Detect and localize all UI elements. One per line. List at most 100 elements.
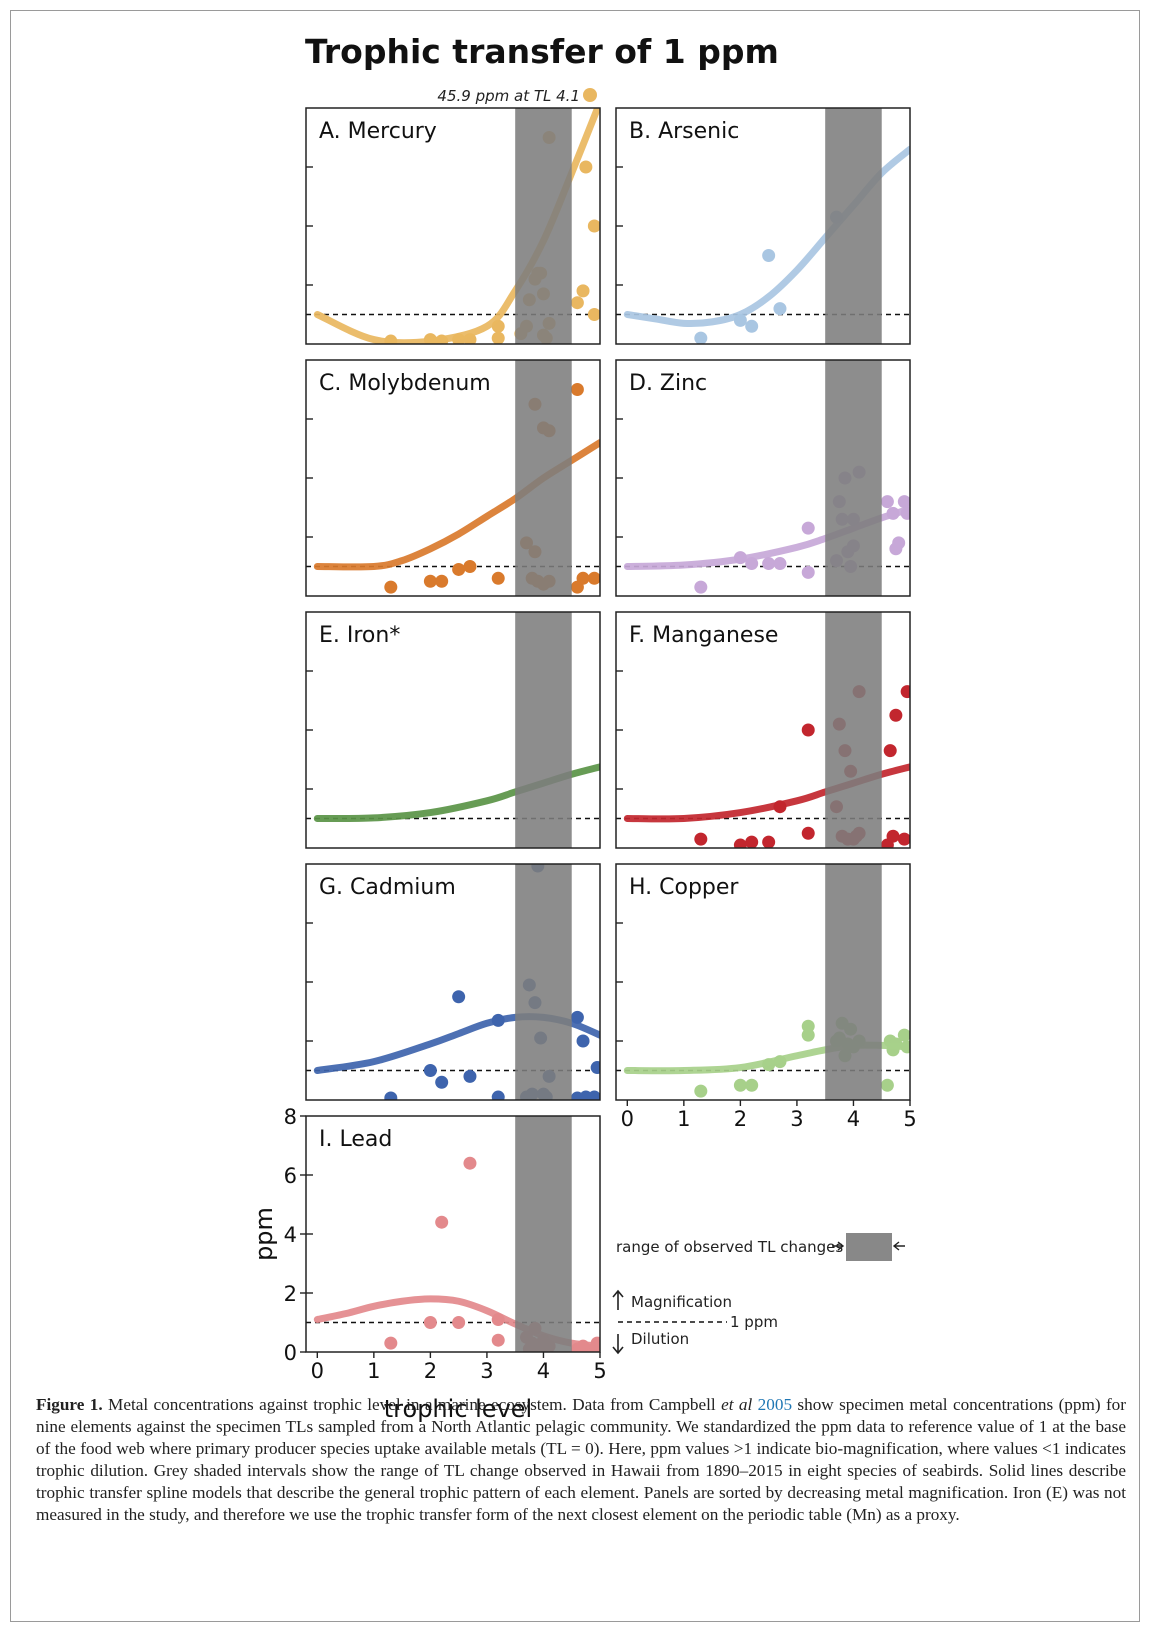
data-point — [897, 1028, 910, 1042]
tl-change-band — [515, 864, 572, 1100]
x-tick-label: 0 — [311, 1359, 324, 1383]
data-point — [886, 829, 900, 843]
legend-dilution: Dilution — [631, 1330, 689, 1348]
panel-title: A. Mercury — [319, 119, 437, 144]
data-point — [694, 580, 708, 594]
data-point — [745, 1078, 759, 1092]
figure-caption: Figure 1. Metal concentrations against t… — [36, 1394, 1126, 1526]
data-point — [435, 1215, 449, 1229]
figure-title: Trophic transfer of 1 ppm — [305, 32, 779, 71]
x-axis-label: trophic level — [384, 1395, 532, 1423]
data-point — [762, 249, 776, 262]
panel-plot-area — [306, 864, 600, 1100]
x-tick-label: 1 — [677, 1107, 690, 1131]
x-tick-label: 5 — [593, 1359, 606, 1383]
caption-year-link[interactable]: 2005 — [757, 1395, 793, 1414]
data-point — [587, 1090, 600, 1100]
data-point — [889, 708, 903, 722]
panel-plot-area — [616, 360, 910, 596]
panel-1: A. Mercury — [305, 107, 601, 345]
data-point — [900, 685, 910, 699]
legend-range-box — [846, 1233, 892, 1261]
panel-plot-area — [306, 108, 600, 344]
legend-range-label: range of observed TL changes — [616, 1238, 843, 1256]
data-point — [570, 296, 584, 310]
x-tick-label: 3 — [790, 1107, 803, 1131]
panel-title: B. Arsenic — [629, 119, 739, 144]
panel-plot-area — [616, 864, 910, 1100]
x-tick-label: 2 — [424, 1359, 437, 1383]
data-point — [801, 1019, 815, 1033]
data-point — [579, 160, 593, 174]
y-tick-label: 2 — [284, 1282, 297, 1306]
legend-down-arrow — [612, 1334, 624, 1355]
y-tick-label: 0 — [284, 1341, 297, 1365]
data-point — [423, 1064, 437, 1077]
data-point — [491, 571, 505, 585]
data-point — [694, 331, 708, 344]
data-point — [384, 1091, 398, 1100]
data-point — [773, 302, 787, 316]
caption-label: Figure 1. — [36, 1395, 103, 1414]
data-point — [491, 1090, 505, 1100]
data-point — [733, 838, 747, 848]
panel-title: C. Molybdenum — [319, 371, 491, 396]
legend-up-arrow — [612, 1289, 624, 1310]
data-point — [897, 832, 910, 846]
data-point — [435, 1075, 449, 1089]
panel-plot-area — [616, 612, 910, 848]
data-point — [745, 835, 759, 848]
data-point — [423, 574, 437, 588]
data-point — [773, 557, 787, 571]
panel-title: D. Zinc — [629, 371, 707, 396]
data-point — [801, 521, 815, 535]
data-point — [463, 1156, 477, 1170]
panel-3: C. Molybdenum — [305, 359, 601, 597]
panel-2: B. Arsenic — [615, 107, 911, 345]
data-point — [745, 319, 759, 333]
tl-change-band — [825, 360, 882, 596]
caption-part2: show specimen metal concentrations (ppm)… — [36, 1395, 1127, 1524]
data-point — [880, 495, 894, 509]
data-point — [435, 574, 449, 588]
x-tick-label: 3 — [480, 1359, 493, 1383]
data-point — [694, 1084, 708, 1098]
tl-change-band — [515, 612, 572, 848]
legend-one-ppm: 1 ppm — [730, 1313, 778, 1331]
panels: A. Mercury B. Arsenic C. Molybdenum D. Zinc… — [284, 107, 917, 1383]
x-tick-label: 2 — [734, 1107, 747, 1131]
data-point — [801, 565, 815, 579]
data-point — [570, 383, 584, 396]
tl-change-band — [825, 864, 882, 1100]
data-point — [576, 284, 590, 298]
caption-part1: Metal concentrations against trophic lev… — [102, 1395, 722, 1414]
panel-4: D. Zinc — [615, 359, 911, 597]
data-point — [576, 571, 590, 585]
panel-plot-area — [616, 108, 910, 344]
data-point — [491, 1333, 505, 1347]
data-point — [762, 835, 776, 848]
data-point — [452, 1316, 466, 1329]
data-point — [384, 1336, 398, 1350]
data-point — [733, 1078, 747, 1092]
data-point — [452, 990, 466, 1004]
panel-title: H. Copper — [629, 875, 739, 900]
panel-plot-area — [306, 1116, 600, 1352]
outlier-note: 45.9 ppm at TL 4.1 — [437, 87, 580, 105]
panel-5: E. Iron* — [305, 611, 601, 849]
panel-8: H. Copper 0 1 2 3 4 5 — [615, 863, 917, 1131]
panel-title: E. Iron* — [319, 623, 400, 648]
tl-change-band — [515, 360, 572, 596]
data-point — [883, 744, 897, 758]
x-tick-label: 4 — [847, 1107, 860, 1131]
data-point — [892, 536, 906, 550]
data-point — [423, 1316, 437, 1329]
data-point — [694, 832, 708, 846]
legend-right-arrow — [892, 1241, 905, 1251]
x-tick-label: 0 — [621, 1107, 634, 1131]
data-point — [590, 1061, 600, 1075]
data-point — [452, 562, 466, 576]
legend-magnification: Magnification — [631, 1293, 732, 1311]
panel-plot-area — [306, 612, 600, 848]
